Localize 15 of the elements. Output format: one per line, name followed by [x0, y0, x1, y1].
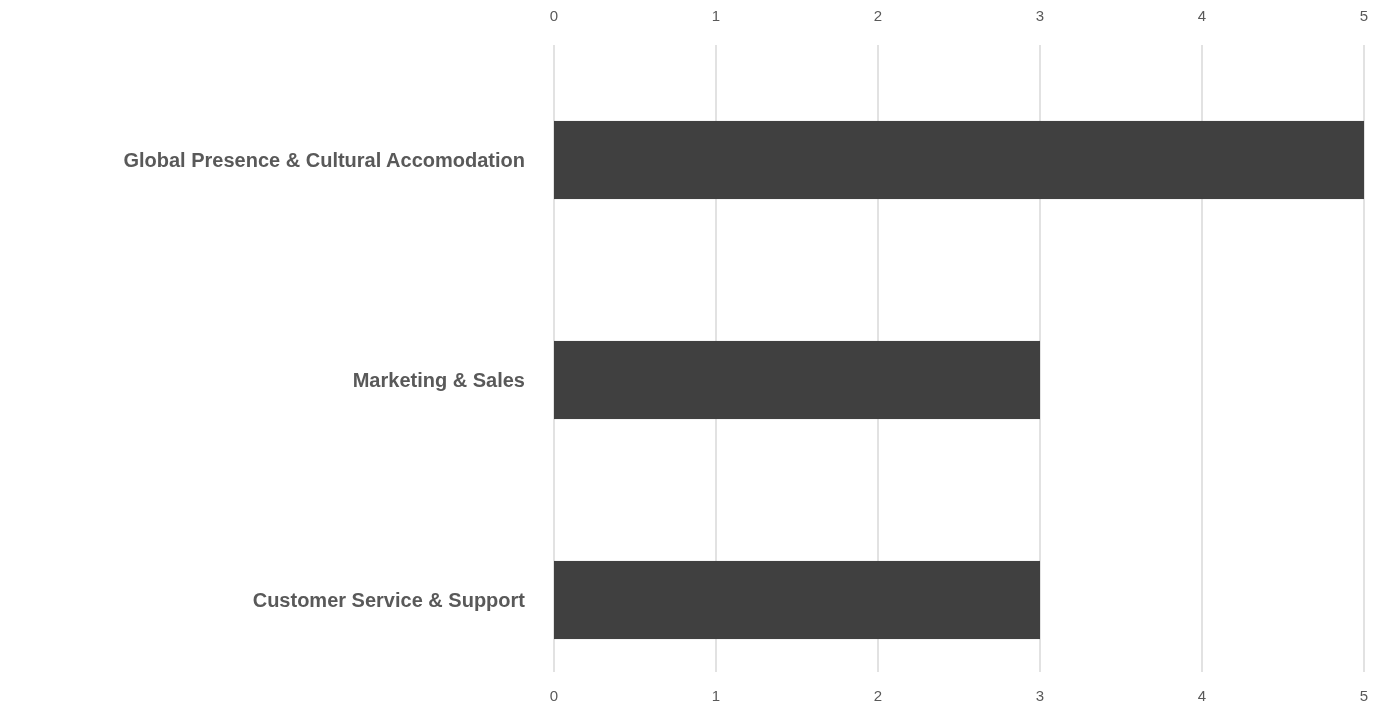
- y-tick-label: Customer Service & Support: [252, 589, 526, 611]
- x2-tick-label: 2: [873, 7, 883, 24]
- x-tick-label: 2: [873, 687, 883, 704]
- x2-tick-label: 0: [549, 7, 559, 24]
- y-tick-label: Global Presence & Cultural Accomodation: [123, 149, 525, 171]
- x2-tick-label: 4: [1197, 7, 1207, 24]
- x2-tick-label: 3: [1035, 7, 1045, 24]
- x-tick-label: 1: [711, 687, 721, 704]
- x-tick-label: 5: [1359, 687, 1369, 704]
- x-tick-label: 3: [1035, 687, 1045, 704]
- x2-tick-label: 5: [1359, 7, 1369, 24]
- x-tick-label: 4: [1197, 687, 1207, 704]
- x2-tick-label: 1: [711, 7, 721, 24]
- y-tick-label: Marketing & Sales: [352, 369, 525, 391]
- x-tick-label: 0: [549, 687, 559, 704]
